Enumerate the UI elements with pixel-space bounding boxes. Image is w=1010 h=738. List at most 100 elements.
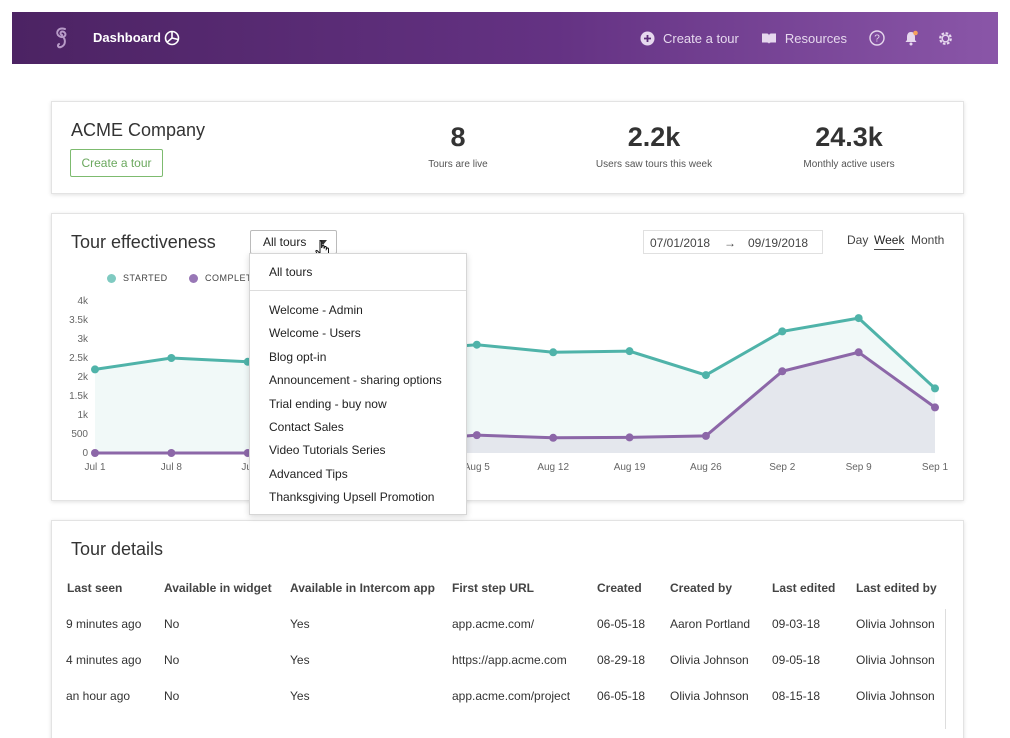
table-cell: 06-05-18 [597, 617, 646, 631]
details-title: Tour details [71, 539, 164, 559]
help-button[interactable]: ? [869, 30, 885, 46]
table-cell: https://app.acme.com [452, 653, 567, 667]
date-to[interactable]: 09/19/2018 [748, 236, 809, 250]
table-cell: Olivia Johnson [856, 689, 935, 703]
x-tick-label: Aug 5 [464, 462, 491, 473]
x-tick-label: Jul [241, 462, 254, 473]
x-tick-label: Jul 1 [84, 462, 106, 473]
column-header[interactable]: Available in Intercom app [290, 581, 435, 595]
period-week[interactable]: Week [874, 233, 905, 250]
legend-started[interactable]: STARTED [107, 273, 168, 283]
table-cell: Yes [290, 617, 310, 631]
data-point[interactable] [167, 449, 176, 457]
data-point[interactable] [931, 403, 939, 412]
column-header[interactable]: Available in widget [164, 581, 272, 595]
y-tick-label: 4k [77, 296, 89, 307]
data-point[interactable] [549, 348, 558, 357]
notifications-button[interactable] [903, 30, 919, 46]
date-range-picker[interactable]: 07/01/2018 → 09/19/2018 [643, 230, 823, 254]
stat-monthly-users: 24.3k Monthly active users [769, 122, 929, 170]
y-tick-label: 3.5k [69, 315, 89, 326]
tour-filter-value: All tours [263, 235, 307, 249]
x-tick-label: Sep 9 [846, 462, 873, 473]
legend-label: COMPLET [205, 273, 253, 283]
y-tick-label: 2.5k [69, 353, 89, 364]
legend-completed[interactable]: COMPLET [189, 273, 252, 283]
effectiveness-title: Tour effectiveness [71, 232, 216, 252]
column-header[interactable]: Last edited by [856, 581, 937, 595]
column-header[interactable]: Last edited [772, 581, 836, 595]
stat-label: Monthly active users [803, 159, 895, 170]
svg-text:?: ? [874, 34, 880, 45]
dropdown-item[interactable]: Contact Sales [269, 419, 344, 434]
column-header[interactable]: Created by [670, 581, 733, 595]
dropdown-item[interactable]: Advanced Tips [269, 466, 348, 481]
x-tick-label: Aug 19 [614, 462, 646, 473]
data-point[interactable] [701, 431, 710, 440]
x-tick-label: Sep 2 [769, 462, 796, 473]
tour-effectiveness-card: Tour effectiveness All tours 07/01/2018 … [51, 213, 964, 501]
table-cell: 06-05-18 [597, 689, 646, 703]
dropdown-item[interactable]: Trial ending - buy now [269, 396, 387, 411]
period-day[interactable]: Day [847, 233, 869, 247]
y-tick-label: 3k [77, 334, 89, 345]
table-cell: Olivia Johnson [670, 653, 749, 667]
y-tick-label: 1.5k [69, 391, 89, 402]
table-cell: an hour ago [66, 689, 131, 703]
dropdown-item-all-tours[interactable]: All tours [269, 265, 313, 279]
period-month[interactable]: Month [911, 233, 945, 247]
stat-value: 2.2k [627, 122, 681, 152]
data-point[interactable] [778, 327, 787, 336]
nav-title[interactable]: Dashboard [93, 30, 161, 45]
book-icon [761, 33, 776, 44]
column-header[interactable]: First step URL [452, 581, 535, 595]
table-cell: Yes [290, 653, 310, 667]
table-cell: Aaron Portland [670, 617, 751, 631]
dropdown-item[interactable]: Announcement - sharing options [269, 373, 442, 388]
logo-icon[interactable] [52, 26, 72, 50]
data-point[interactable] [931, 384, 939, 393]
data-point[interactable] [854, 348, 863, 357]
nav-resources-link[interactable]: Resources [761, 31, 847, 46]
settings-button[interactable] [937, 30, 954, 47]
data-point[interactable] [854, 314, 863, 323]
x-tick-label: Aug 26 [690, 462, 722, 473]
data-point[interactable] [625, 347, 634, 356]
summary-card: ACME Company Create a tour 8 Tours are l… [51, 101, 964, 194]
y-tick-label: 500 [71, 429, 88, 440]
data-point[interactable] [701, 371, 710, 380]
data-point[interactable] [549, 433, 558, 442]
column-header[interactable]: Last seen [67, 581, 123, 595]
arrow-right-icon: → [724, 236, 736, 250]
y-tick-label: 1k [77, 410, 89, 421]
legend-label: STARTED [123, 273, 168, 283]
dropdown-item[interactable]: Thanksgiving Upsell Promotion [269, 490, 435, 505]
y-tick-label: 0 [82, 448, 88, 459]
tour-filter-dropdown: All tours Welcome - Admin Welcome - Users… [249, 253, 467, 515]
dropdown-item[interactable]: Welcome - Users [269, 326, 361, 341]
data-point[interactable] [778, 367, 787, 376]
date-from[interactable]: 07/01/2018 [650, 236, 711, 250]
data-point[interactable] [91, 365, 99, 374]
dropdown-item[interactable]: Welcome - Admin [269, 303, 363, 317]
column-header[interactable]: Created [597, 581, 642, 595]
series-line-0 [94, 316, 937, 390]
data-point[interactable] [167, 354, 176, 362]
table-cell: app.acme.com/project [452, 689, 571, 703]
legend-dot [189, 273, 198, 283]
dropdown-item[interactable]: Video Tutorials Series [269, 443, 386, 458]
x-tick-label: Aug 12 [537, 462, 569, 473]
table-cell: 9 minutes ago [66, 617, 142, 631]
data-point[interactable] [91, 449, 99, 457]
data-point[interactable] [625, 433, 634, 442]
nav-create-tour-link[interactable]: Create a tour [640, 31, 739, 46]
pie-chart-icon[interactable] [164, 30, 180, 46]
dropdown-item[interactable]: Blog opt-in [269, 349, 327, 364]
data-point[interactable] [472, 431, 481, 440]
stat-label: Users saw tours this week [595, 159, 713, 170]
data-point[interactable] [472, 340, 481, 349]
create-tour-button[interactable]: Create a tour [70, 149, 163, 177]
bell-icon [905, 30, 918, 46]
caret-down-icon [319, 240, 327, 245]
dropdown-divider [250, 290, 466, 291]
